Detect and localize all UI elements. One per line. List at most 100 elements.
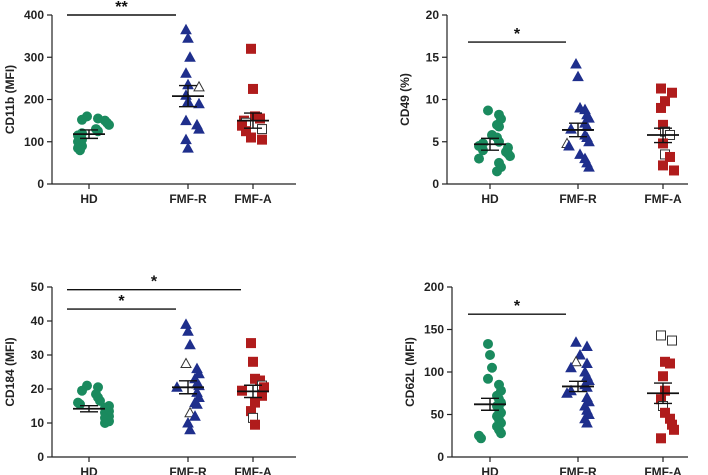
y-tick-label: 300 [24,50,44,64]
data-point-square [656,433,666,444]
y-tick-label: 200 [424,280,444,294]
x-category-label: FMF-R [559,192,597,206]
data-point-circle [483,105,493,116]
data-point-circle [75,399,85,410]
data-point-triangle [193,123,205,134]
y-tick-label: 20 [426,8,440,22]
data-point-square [250,397,260,408]
data-point-triangle [182,325,194,336]
x-category-label: HD [481,192,499,206]
data-point-square [669,165,679,176]
data-point-triangle [581,357,593,368]
data-point-triangle [565,123,577,134]
data-point-triangle [572,70,584,82]
data-point-square [656,330,666,341]
data-point-square [246,43,256,54]
y-tick-label: 100 [24,135,44,149]
y-tick-label: 50 [431,408,445,422]
data-point-triangle [570,57,582,69]
y-axis-label: CD49 (%) [398,73,412,126]
data-point-square [665,358,675,369]
y-tick-label: 30 [31,348,45,362]
panel-cd11b: 0 100 200 300 400 CD11b (MFI) HD FMF-R FMF-A ** [3,0,296,206]
data-point-triangle [180,114,192,126]
data-point-circle [75,145,85,156]
data-point-circle [476,433,486,444]
x-category-label: FMF-A [234,192,272,206]
data-point-circle [494,121,504,132]
data-point-circle [487,362,497,373]
panel-cd62l: 0 50 100 150 200 CD62L (MFI) HD FMF-R FMF-A * [403,280,688,475]
x-category-label: FMF-R [559,465,597,475]
y-tick-label: 5 [432,135,439,149]
y-tick-label: 0 [37,177,44,191]
data-point-circle [474,153,484,164]
x-category-label: FMF-R [169,465,207,475]
data-point-triangle [570,355,582,367]
data-point-square [257,134,267,145]
data-point-triangle [180,89,192,100]
y-tick-label: 100 [424,365,444,379]
data-point-square [246,338,256,349]
x-category-label: HD [481,465,499,475]
y-tick-label: 15 [426,50,440,64]
data-point-triangle [193,367,205,379]
data-point-square [248,83,258,94]
y-tick-label: 10 [426,93,440,107]
data-point-triangle [180,133,192,145]
data-point-triangle [193,80,205,92]
y-tick-label: 150 [424,323,444,337]
data-point-square [246,132,256,143]
data-point-triangle [182,142,194,153]
data-point-circle [100,418,110,428]
data-point-triangle [184,423,196,435]
data-point-square [667,87,677,98]
data-point-square [656,102,666,113]
data-point-triangle [180,318,192,329]
y-tick-label: 50 [31,280,45,294]
data-point-triangle [563,139,575,151]
data-point-triangle [180,357,192,368]
data-point-circle [496,428,506,439]
data-point-triangle [184,51,196,62]
data-point-triangle [583,161,595,172]
x-category-label: FMF-R [169,192,207,206]
data-point-circle [492,166,502,177]
data-point-circle [77,385,87,396]
data-point-square [656,83,666,94]
data-point-circle [505,151,515,162]
data-point-square [665,151,675,162]
y-tick-label: 0 [437,450,444,464]
data-point-square [259,382,269,393]
data-point-triangle [191,398,203,409]
data-point-triangle [180,23,192,35]
data-point-triangle [184,338,196,350]
data-point-triangle [184,406,196,418]
y-axis-label: CD62L (MFI) [403,337,417,407]
y-tick-label: 0 [37,450,44,464]
y-axis-label: CD11b (MFI) [3,65,17,134]
data-point-triangle [574,348,586,360]
data-point-triangle [581,340,593,351]
data-point-circle [104,119,114,130]
data-point-circle [485,350,495,360]
data-point-triangle [189,410,201,421]
data-point-triangle [581,416,593,428]
panel-cd184: 0 10 20 30 40 50 CD184 (MFI) HD FMF-R FMF-A * * [3,274,296,475]
significance-label: * [514,298,521,315]
data-point-triangle [583,135,595,147]
data-point-circle [483,338,493,349]
y-tick-label: 10 [31,416,45,430]
data-point-triangle [574,148,586,159]
data-point-circle [483,373,493,384]
data-point-triangle [561,387,573,398]
data-point-square [248,356,258,367]
y-tick-label: 400 [24,8,44,22]
x-category-label: FMF-A [234,465,272,475]
data-point-square [250,419,260,430]
data-point-triangle [565,361,577,373]
data-point-square [669,424,679,435]
significance-label: * [514,26,521,43]
significance-label: * [151,274,158,291]
